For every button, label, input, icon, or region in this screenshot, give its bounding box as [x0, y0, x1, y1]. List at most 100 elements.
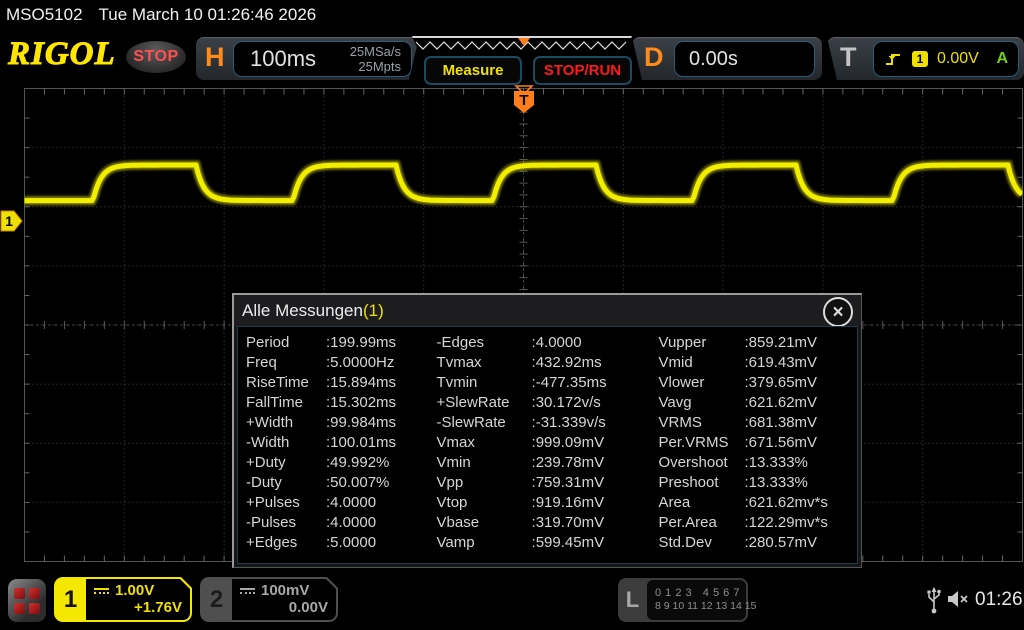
trigger-position-marker[interactable]: T	[511, 83, 537, 117]
datetime: Tue March 10 01:26:46 2026	[98, 5, 317, 24]
measure-label: RiseTime	[246, 374, 309, 391]
measure-row: Tvmin :-477.35ms	[437, 374, 659, 394]
measure-label: Period	[246, 334, 290, 351]
measure-row: +Duty:49.992%	[246, 454, 437, 474]
measure-label: Vtop	[436, 494, 468, 511]
stop-run-button[interactable]: STOP/RUN	[533, 56, 632, 85]
measure-row: Vpp:759.31mV	[437, 474, 659, 494]
menu-grid-button[interactable]	[8, 579, 46, 622]
measure-label: Vmid	[658, 354, 693, 371]
measure-value: :432.92ms	[531, 354, 602, 371]
measure-button[interactable]: Measure	[424, 56, 522, 85]
measure-row: Vmin:239.78mV	[437, 454, 659, 474]
measure-label: Freq	[246, 354, 277, 371]
measure-value: :13.333%	[744, 474, 808, 491]
measure-value: :379.65mV	[744, 374, 818, 391]
measure-label: +Width	[246, 414, 294, 431]
measure-row: Vmax:999.09mV	[437, 434, 659, 454]
measure-label: Tvmin	[436, 374, 478, 391]
measure-label: VRMS	[658, 414, 702, 431]
timebase-display: 100ms 25MSa/s 25Mpts	[233, 41, 412, 77]
measure-value: :621.62mv*s	[744, 494, 828, 511]
measure-value: :99.984ms	[326, 414, 397, 431]
measure-value: :681.38mV	[744, 414, 818, 431]
delay-settings-box[interactable]: D 0.00s	[632, 37, 822, 80]
measure-row: Vamp:599.45mV	[437, 534, 659, 554]
measure-value: :-31.339v/s	[531, 414, 606, 431]
status-bar: MSO5102 Tue March 10 01:26:46 2026	[6, 5, 316, 25]
channel-2-values: 100mV 0.00V	[232, 579, 336, 620]
channel-1-number: 1	[63, 585, 78, 613]
measure-row: FallTime :15.302ms	[246, 394, 437, 414]
measurements-count: (1)	[362, 300, 384, 320]
measure-label: -SlewRate	[436, 414, 506, 431]
measure-row: Vlower :379.65mV	[659, 374, 852, 394]
measure-row: Vmid:619.43mV	[659, 354, 852, 374]
measure-row: Vupper:859.21mV	[659, 334, 852, 354]
measure-row: Std.Dev:280.57mV	[659, 534, 852, 554]
delay-display: 0.00s	[674, 41, 815, 77]
measure-value: :-477.35ms	[531, 374, 607, 391]
measure-value: :15.302ms	[326, 394, 397, 411]
measure-value: :239.78mV	[531, 454, 605, 471]
measure-label: Vpp	[436, 474, 464, 491]
waveform-preview-strip[interactable]	[412, 36, 632, 55]
dc-coupling-icon	[94, 588, 109, 594]
measure-row: +SlewRate :30.172v/s	[437, 394, 659, 414]
channel-1-box[interactable]: 1 1.00V +1.76V	[54, 577, 192, 622]
measure-value: :621.62mV	[744, 394, 818, 411]
measure-label: Std.Dev	[658, 534, 712, 551]
trigger-level-value: 0.00V	[937, 50, 979, 67]
measure-value: :100.01ms	[326, 434, 397, 451]
measure-label: FallTime	[246, 394, 303, 411]
measure-row: Vbase:319.70mV	[437, 514, 659, 534]
measure-value: :859.21mV	[744, 334, 818, 351]
measure-value: :49.992%	[326, 454, 390, 471]
measure-row: Overshoot:13.333%	[659, 454, 852, 474]
measure-row: RiseTime:15.894ms	[246, 374, 437, 394]
measure-label: +SlewRate	[436, 394, 510, 411]
measure-row: Period:199.99ms	[246, 334, 437, 354]
horizontal-settings-box[interactable]: H 100ms 25MSa/s 25Mpts	[196, 37, 419, 80]
measure-label: +Pulses	[246, 494, 300, 511]
measure-value: :4.0000	[326, 514, 377, 531]
channel-1-scale: 1.00V	[115, 582, 155, 599]
measure-label: Tvmax	[436, 354, 482, 371]
measure-label: +Edges	[246, 534, 298, 551]
sample-rate: 25MSa/s	[349, 44, 401, 59]
logic-analyzer-label: L	[625, 587, 640, 612]
measure-value: :122.29mv*s	[744, 514, 828, 531]
measure-label: Vavg	[658, 394, 692, 411]
menu-grid-icon	[14, 587, 40, 614]
measure-value: :319.70mV	[531, 514, 605, 531]
measure-value: :30.172v/s	[531, 394, 601, 411]
acquisition-rates: 25MSa/s 25Mpts	[350, 44, 411, 74]
trigger-source-badge: 1	[912, 51, 928, 67]
measure-row: Vtop:919.16mV	[437, 494, 659, 514]
measure-row: Tvmax :432.92ms	[437, 354, 659, 374]
measure-row: +Edges:5.0000	[246, 534, 437, 554]
ch1-marker-number: 1	[5, 213, 13, 229]
measure-label: Vamp	[436, 534, 475, 551]
channel-2-number: 2	[209, 585, 224, 613]
delay-label: D	[644, 42, 664, 72]
edge-trigger-icon	[886, 54, 900, 65]
close-icon[interactable]: ×	[823, 297, 853, 327]
measure-label: Vlower	[658, 374, 705, 391]
ch1-position-marker[interactable]: 1	[0, 209, 24, 235]
clock: 01:26	[975, 589, 1023, 610]
measurements-panel-header[interactable]: Alle Messungen (1) ×	[234, 295, 861, 327]
delay-value: 0.00s	[689, 47, 738, 70]
logic-analyzer-box[interactable]: L 0 1 2 3 4 5 6 7 8 9 10 11 12 13 14 15	[618, 578, 756, 622]
trigger-marker-letter: T	[519, 92, 528, 109]
channel-2-box[interactable]: 2 100mV 0.00V	[200, 577, 338, 622]
measure-label: Area	[658, 494, 691, 511]
measurements-column-2: -Edges:4.0000 Tvmax :432.92ms Tvmin :-477.35…	[437, 334, 659, 563]
rigol-logo: RIGOL	[8, 36, 116, 73]
measure-value: :13.333%	[744, 454, 808, 471]
measure-row: -Edges:4.0000	[437, 334, 659, 354]
measure-value: :671.56mV	[744, 434, 818, 451]
measurements-panel-title: Alle Messungen	[242, 300, 363, 320]
memory-depth: 25Mpts	[358, 59, 401, 74]
trigger-settings-box[interactable]: T 1 0.00V A	[827, 37, 1024, 80]
